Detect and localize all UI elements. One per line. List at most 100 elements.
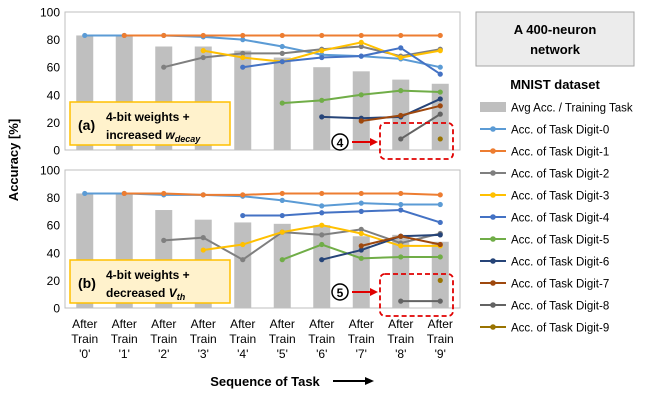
dataset-label: MNIST dataset	[510, 77, 600, 92]
series-point	[200, 32, 206, 39]
series-point	[358, 32, 364, 39]
series-point	[358, 208, 364, 214]
series-point	[437, 111, 443, 117]
x-tick-label: '8'	[395, 347, 406, 361]
y-tick-label: 100	[40, 6, 60, 20]
y-tick-label: 0	[53, 302, 60, 316]
panel-b: 0 20 40 60 80 100 (b) 4-bit weights + decreas…	[40, 164, 461, 317]
series-point	[358, 39, 364, 45]
x-tick-label: After	[151, 317, 176, 331]
x-tick-label: After	[270, 317, 295, 331]
legend-marker	[490, 258, 496, 264]
x-axis-label-group: Sequence of Task	[210, 374, 374, 389]
legend-label: Avg Acc. / Training Task	[511, 103, 633, 115]
series-point	[240, 32, 246, 39]
series-point	[279, 32, 285, 39]
annotation-line2-b: decreased Vth	[106, 286, 186, 302]
y-tick-label: 20	[47, 274, 61, 288]
series-point	[161, 190, 167, 197]
x-tick-label: After	[309, 317, 334, 331]
series-point	[398, 32, 404, 39]
avg-accuracy-bar	[392, 234, 410, 308]
series-point	[279, 50, 285, 57]
x-tick-label: Train	[229, 332, 256, 346]
legend-label: Acc. of Task Digit-5	[511, 235, 609, 247]
y-tick-label: 0	[53, 144, 60, 158]
series-point	[398, 254, 404, 260]
series-point	[82, 190, 88, 197]
title-line2: network	[530, 42, 581, 57]
series-point	[161, 64, 167, 70]
series-point	[279, 257, 285, 263]
y-tick-label: 80	[47, 33, 61, 47]
x-tick-label: '3'	[198, 347, 209, 361]
x-tick-label: '7'	[356, 347, 367, 361]
series-point	[319, 257, 325, 263]
series-point	[161, 32, 167, 39]
series-point	[319, 54, 325, 61]
series-point	[358, 200, 364, 206]
annotation-line1-a: 4-bit weights +	[106, 110, 190, 124]
x-tick-label: Train	[71, 332, 98, 346]
series-point	[437, 201, 443, 208]
x-tick-label: Train	[269, 332, 296, 346]
callout-4: 4	[331, 122, 454, 160]
series-point	[398, 136, 404, 142]
y-axis-label: Accuracy [%]	[6, 119, 21, 201]
series-line	[242, 209, 441, 224]
x-tick-label: Train	[427, 332, 454, 346]
series-point	[121, 190, 127, 197]
series-point	[82, 32, 88, 39]
series-point	[240, 37, 246, 43]
series-point	[200, 247, 206, 253]
x-tick-label: '0'	[79, 347, 90, 361]
series-point	[437, 32, 443, 39]
legend: Avg Acc. / Training Task Acc. of Task Dig…	[480, 102, 633, 335]
x-tick-label: After	[428, 317, 453, 331]
series-point	[279, 100, 285, 106]
avg-accuracy-bar	[313, 67, 331, 150]
y-tick-label: 40	[47, 246, 61, 260]
x-tick-label: '2'	[158, 347, 169, 361]
series-point	[398, 45, 404, 51]
series-point	[121, 32, 127, 39]
marker-label-5: 5	[337, 286, 344, 300]
series-point	[319, 32, 325, 39]
avg-accuracy-bar	[352, 236, 370, 308]
legend-label: Acc. of Task Digit-7	[511, 279, 609, 291]
series-point	[358, 247, 364, 253]
callout-5: 5	[331, 273, 454, 317]
series-point	[437, 241, 443, 248]
series-point	[200, 192, 206, 198]
series-point	[398, 201, 404, 208]
y-tick-label: 60	[47, 61, 61, 75]
series-point	[437, 219, 443, 226]
y-ticks-b: 0 20 40 60 80 100	[40, 164, 60, 316]
series-point	[279, 43, 285, 50]
series-point	[319, 190, 325, 197]
series-point	[279, 190, 285, 197]
x-tick-label: '6'	[316, 347, 327, 361]
avg-accuracy-bar	[352, 71, 370, 150]
legend-label: Acc. of Task Digit-0	[511, 125, 609, 137]
series-point	[398, 54, 404, 61]
x-tick-label: '5'	[277, 347, 288, 361]
legend-label: Acc. of Task Digit-1	[511, 147, 609, 159]
annotation-box-a: (a) 4-bit weights + increased wdecay	[69, 101, 231, 146]
series-point	[319, 222, 325, 228]
x-tick-label: '9'	[435, 347, 446, 361]
series-point	[437, 298, 443, 304]
series-point	[319, 210, 325, 216]
series-point	[240, 257, 246, 263]
legend-marker	[490, 126, 496, 132]
series-line	[163, 228, 441, 261]
series-point	[358, 190, 364, 197]
series-point	[358, 226, 364, 232]
x-axis-label: Sequence of Task	[210, 374, 320, 389]
series-point	[279, 59, 285, 65]
avg-accuracy-bar	[431, 241, 449, 308]
x-tick-label: Train	[387, 332, 414, 346]
x-tick-label: Train	[111, 332, 138, 346]
legend-marker	[490, 170, 496, 176]
